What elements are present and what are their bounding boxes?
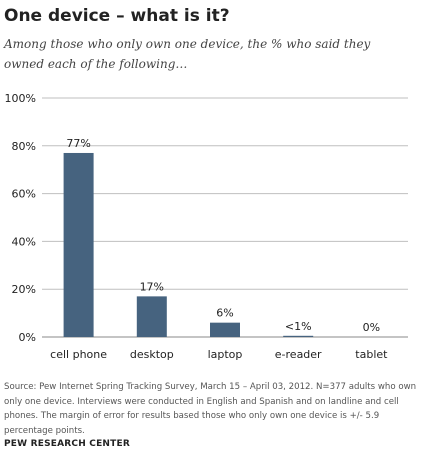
source-note: Source: Pew Internet Spring Tracking Sur…: [4, 382, 417, 436]
chart-title: One device – what is it?: [4, 6, 230, 26]
data-label: 17%: [140, 280, 164, 293]
y-tick-label: 20%: [12, 283, 36, 296]
bar-cell-phone: [63, 152, 94, 337]
y-tick-label: 0%: [19, 331, 36, 344]
y-axis-ticks: 0% 20% 40% 60% 80% 100%: [5, 92, 36, 344]
data-label: <1%: [285, 320, 312, 333]
y-tick-label: 40%: [12, 235, 36, 248]
x-tick-label: tablet: [355, 348, 388, 361]
bars: [63, 152, 314, 337]
bar-laptop: [210, 322, 240, 337]
x-axis-ticks: cell phone desktop laptop e-reader tablet: [50, 348, 388, 361]
x-tick-label: desktop: [130, 348, 174, 361]
data-label: 6%: [216, 307, 233, 320]
bar-desktop: [136, 296, 167, 337]
x-tick-label: cell phone: [50, 348, 107, 361]
x-tick-label: laptop: [208, 348, 243, 361]
data-label: 0%: [363, 321, 380, 334]
grid-lines: [42, 97, 408, 338]
bar-e-reader: [283, 335, 314, 337]
y-tick-label: 60%: [12, 188, 36, 201]
y-tick-label: 80%: [12, 140, 36, 153]
data-label: 77%: [66, 137, 90, 150]
org-name: PEW RESEARCH CENTER: [4, 439, 130, 449]
chart-subtitle: Among those who only own one device, the…: [4, 37, 371, 71]
bar-chart: 0% 20% 40% 60% 80% 100% 77% 17% 6% <1% 0% cell ph…: [5, 92, 408, 361]
data-labels: 77% 17% 6% <1% 0%: [66, 137, 380, 334]
y-tick-label: 100%: [5, 92, 36, 105]
x-tick-label: e-reader: [275, 348, 322, 361]
